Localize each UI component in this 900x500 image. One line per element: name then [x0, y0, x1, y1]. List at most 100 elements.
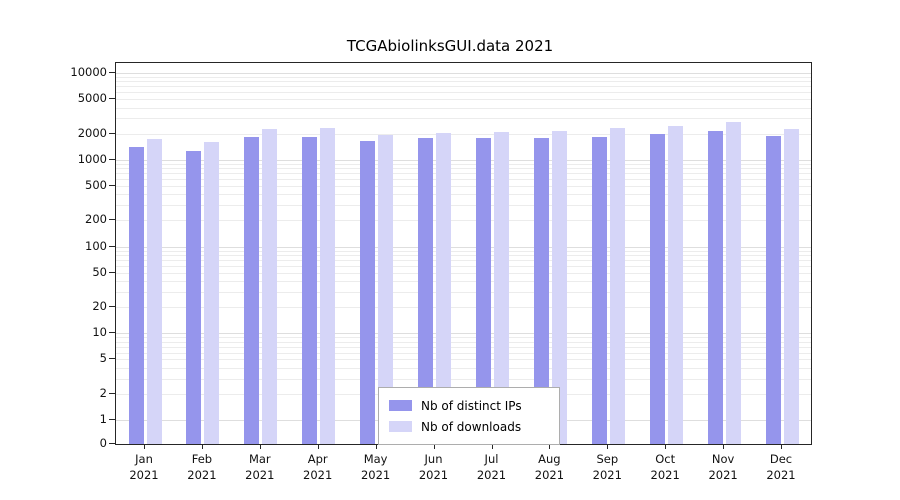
gridline [116, 133, 811, 135]
bar-downloads [204, 142, 220, 444]
bar-distinct-ips [186, 151, 202, 444]
gridline [116, 250, 811, 252]
x-axis-tick-label: Oct 2021 [650, 452, 680, 483]
y-axis-tick-label: 500 [85, 177, 107, 192]
legend-label-downloads: Nb of downloads [421, 419, 522, 434]
y-axis-tick-label: 5 [99, 351, 107, 366]
y-axis-tick-mark [109, 332, 115, 334]
bar-distinct-ips [418, 137, 433, 444]
x-axis-tick-mark [665, 444, 667, 449]
gridline [116, 246, 811, 248]
bar-distinct-ips [360, 140, 376, 444]
y-axis-tick-mark [109, 358, 115, 360]
y-axis-tick-label: 10 [92, 325, 107, 340]
legend-label-distinct-ips: Nb of distinct IPs [421, 398, 522, 413]
bar-downloads [667, 126, 683, 444]
x-axis-tick-label: Sep 2021 [592, 452, 622, 483]
gridline [116, 168, 811, 170]
gridline [116, 163, 811, 165]
y-axis-tick-mark [109, 443, 115, 444]
gridline [116, 99, 811, 101]
y-axis-tick-mark [109, 245, 115, 247]
x-axis-tick-mark [723, 444, 725, 449]
bar-distinct-ips [707, 130, 723, 444]
x-axis-tick-mark [491, 444, 493, 449]
gridline [116, 272, 811, 274]
y-axis-tick-mark [109, 271, 115, 273]
x-axis-tick-mark [607, 444, 609, 449]
gridline [116, 92, 811, 94]
gridline [116, 378, 811, 380]
gridline [116, 118, 811, 120]
gridline [116, 254, 811, 256]
plot-area [115, 62, 812, 445]
gridline [116, 173, 811, 175]
gridline [116, 77, 811, 78]
gridline [116, 194, 811, 196]
y-axis-tick-label: 100 [85, 238, 107, 253]
x-axis-tick-mark [317, 444, 319, 449]
x-axis-tick-label: May 2021 [360, 452, 391, 483]
bar-distinct-ips [244, 136, 260, 444]
bar-distinct-ips [533, 137, 549, 444]
x-axis-tick-mark [375, 444, 377, 449]
gridline [116, 81, 811, 83]
x-axis-tick-mark [259, 444, 261, 449]
bar-distinct-ips [591, 136, 607, 444]
y-axis-tick-label: 200 [85, 212, 107, 227]
gridline [116, 159, 811, 161]
y-axis-tick-label: 50 [92, 264, 107, 279]
x-axis-tick-label: Jul 2021 [476, 452, 507, 483]
y-axis-tick-label: 2000 [77, 125, 107, 140]
gridline [116, 86, 811, 88]
bar-downloads [378, 134, 394, 444]
gridline [116, 367, 811, 369]
x-axis-tick-mark [433, 444, 435, 449]
gridline [116, 205, 811, 207]
y-axis-tick-mark [109, 72, 115, 73]
gridline [116, 265, 811, 267]
gridline [116, 73, 811, 74]
bar-distinct-ips [649, 133, 665, 444]
legend-item-distinct-ips: Nb of distinct IPs [389, 395, 549, 416]
y-axis-tick-label: 5000 [77, 91, 107, 106]
legend-swatch-distinct-ips [389, 400, 412, 411]
bar-distinct-ips [128, 147, 144, 444]
gridline [116, 346, 811, 348]
gridline [116, 179, 811, 180]
legend-swatch-downloads [389, 421, 412, 432]
bar-downloads [262, 129, 278, 444]
y-axis-tick-mark [109, 132, 115, 134]
gridline [116, 352, 811, 354]
x-axis-tick-mark [201, 444, 203, 449]
y-axis-tick-label: 2 [99, 385, 107, 400]
y-axis-tick-mark [109, 158, 115, 160]
legend: Nb of distinct IPs Nb of downloads [378, 387, 560, 445]
x-axis-tick-label: Jun 2021 [418, 452, 449, 483]
x-axis-tick-label: Nov 2021 [708, 452, 738, 483]
bar-downloads [609, 128, 625, 444]
gridline [116, 291, 811, 293]
x-axis-tick-label: Apr 2021 [303, 452, 333, 483]
x-axis-tick-mark [781, 444, 782, 449]
bar-distinct-ips [302, 136, 318, 444]
y-axis-tick-label: 1 [99, 412, 107, 426]
bar-distinct-ips [476, 137, 491, 444]
gridline [116, 220, 811, 222]
legend-item-downloads: Nb of downloads [389, 416, 549, 437]
y-axis-tick-mark [109, 219, 115, 221]
gridline [116, 281, 811, 282]
gridline [116, 359, 811, 361]
gridline [116, 333, 811, 335]
bar-downloads [436, 132, 451, 444]
bar-downloads [725, 122, 741, 444]
bar-distinct-ips [765, 135, 781, 444]
x-axis-tick-label: Mar 2021 [245, 452, 275, 483]
x-axis-tick-label: Feb 2021 [187, 452, 217, 483]
y-axis-tick-mark [109, 392, 115, 394]
x-axis-tick-label: Dec 2021 [766, 452, 796, 483]
y-axis-tick-mark [109, 98, 115, 100]
x-axis-tick-label: Aug 2021 [534, 452, 565, 483]
y-axis-tick-label: 20 [92, 299, 107, 314]
x-axis-tick-mark [549, 444, 551, 449]
